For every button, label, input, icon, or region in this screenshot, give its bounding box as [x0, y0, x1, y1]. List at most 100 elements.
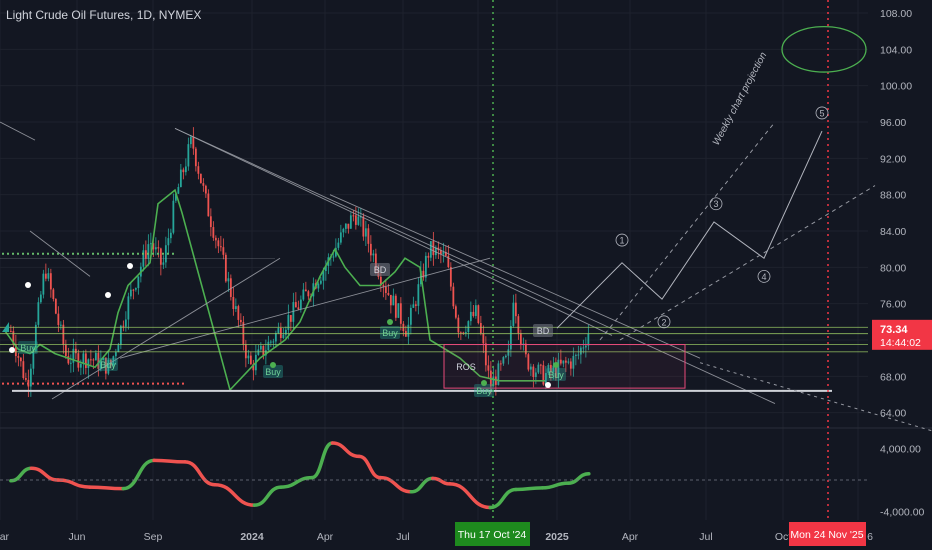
candle-body	[427, 255, 430, 258]
candle-body	[259, 345, 262, 350]
candle-body	[349, 215, 352, 229]
candle-body	[464, 332, 467, 334]
candle-body	[337, 242, 340, 248]
candle-body	[39, 294, 42, 303]
candle-body	[357, 216, 360, 225]
candle-body	[354, 215, 357, 225]
candle-body	[159, 248, 162, 265]
candle-body	[192, 136, 195, 149]
candle-body	[32, 350, 35, 369]
candle-body	[62, 324, 65, 345]
time-tick-label: Apr	[317, 531, 334, 543]
candle-body	[467, 321, 470, 333]
candle-body	[54, 299, 57, 314]
candle-body	[322, 271, 325, 281]
time-tick-label: 2024	[240, 531, 264, 543]
candle-body	[217, 240, 220, 247]
oscillator-segment	[213, 482, 257, 507]
candle-body	[29, 368, 32, 387]
candle-body	[89, 359, 92, 361]
candle-body	[462, 332, 465, 334]
highlight-date-label: Thu 17 Oct '24	[458, 529, 527, 541]
candle-body	[214, 237, 217, 241]
candle-body	[19, 357, 22, 362]
signal-badge: BD	[533, 324, 553, 337]
candle-body	[9, 330, 12, 332]
wave-label-circle	[709, 197, 723, 211]
candle-body	[52, 289, 55, 300]
candle-body	[212, 227, 215, 238]
candle-body	[399, 303, 402, 324]
candle-body	[369, 243, 372, 256]
signal-label: Buy	[100, 360, 116, 370]
time-tick-label: 2025	[545, 531, 569, 543]
signal-badge-bg	[370, 263, 390, 276]
candle-body	[564, 360, 567, 363]
candle-body	[417, 284, 420, 306]
signal-badge: Buy	[98, 358, 118, 371]
candle-body	[209, 216, 212, 228]
candle-body	[362, 216, 365, 237]
oscillator-segment	[540, 481, 570, 490]
candle-body	[524, 343, 527, 355]
candle-body	[132, 289, 135, 291]
time-tick-label: Jul	[396, 531, 409, 543]
candle-body	[147, 244, 150, 259]
candle-body	[452, 286, 455, 307]
candle-body	[474, 305, 477, 317]
candle-body	[59, 324, 62, 326]
time-tick-label: Jun	[69, 531, 86, 543]
oscillator-segment	[121, 458, 156, 491]
candle-body	[519, 333, 522, 345]
candle-body	[64, 344, 67, 357]
candle-body	[384, 286, 387, 293]
candle-body	[414, 304, 417, 306]
signal-badge-bg	[533, 324, 553, 337]
candle-body	[364, 228, 367, 237]
oscillator-segment	[357, 454, 383, 480]
candle-body	[37, 302, 40, 325]
trendline	[174, 127, 776, 404]
candle-body	[317, 283, 320, 289]
candle-body	[367, 228, 370, 244]
candle-body	[374, 253, 377, 271]
candle-body	[554, 365, 557, 378]
time-tick-label: Sep	[144, 531, 163, 543]
time-tick-label: Mar	[0, 531, 10, 543]
wave-label: 1	[619, 236, 624, 246]
candle-body	[102, 357, 105, 360]
candle-body	[529, 366, 532, 370]
signal-badge: Buy	[263, 365, 283, 378]
candle-body	[514, 302, 517, 317]
signal-badge: Buy	[546, 368, 566, 381]
candle-body	[507, 349, 510, 356]
candle-body	[509, 325, 512, 350]
candle-body	[537, 364, 540, 373]
candle-body	[339, 232, 342, 243]
candle-body	[382, 285, 385, 287]
price-tick-label: 76.00	[880, 299, 906, 311]
wave-label-circle	[757, 270, 771, 283]
candle-body	[77, 353, 80, 368]
wave-label-circle	[615, 233, 629, 247]
candle-body	[487, 365, 490, 371]
signal-marker	[545, 382, 551, 388]
candle-body	[557, 359, 560, 378]
signal-badge-bg	[98, 358, 118, 371]
candle-body	[387, 292, 390, 295]
candle-body	[297, 307, 300, 310]
candle-body	[567, 361, 570, 363]
trendline	[51, 257, 281, 400]
candle-body	[79, 363, 82, 368]
signal-label: ROS	[456, 362, 476, 372]
highlight-date-label: Mon 24 Nov '25	[790, 529, 863, 541]
candle-body	[122, 325, 125, 327]
candle-body	[307, 291, 310, 297]
trendline	[29, 230, 91, 277]
candle-body	[299, 299, 302, 310]
candle-body	[204, 185, 207, 194]
candle-body	[577, 354, 580, 356]
